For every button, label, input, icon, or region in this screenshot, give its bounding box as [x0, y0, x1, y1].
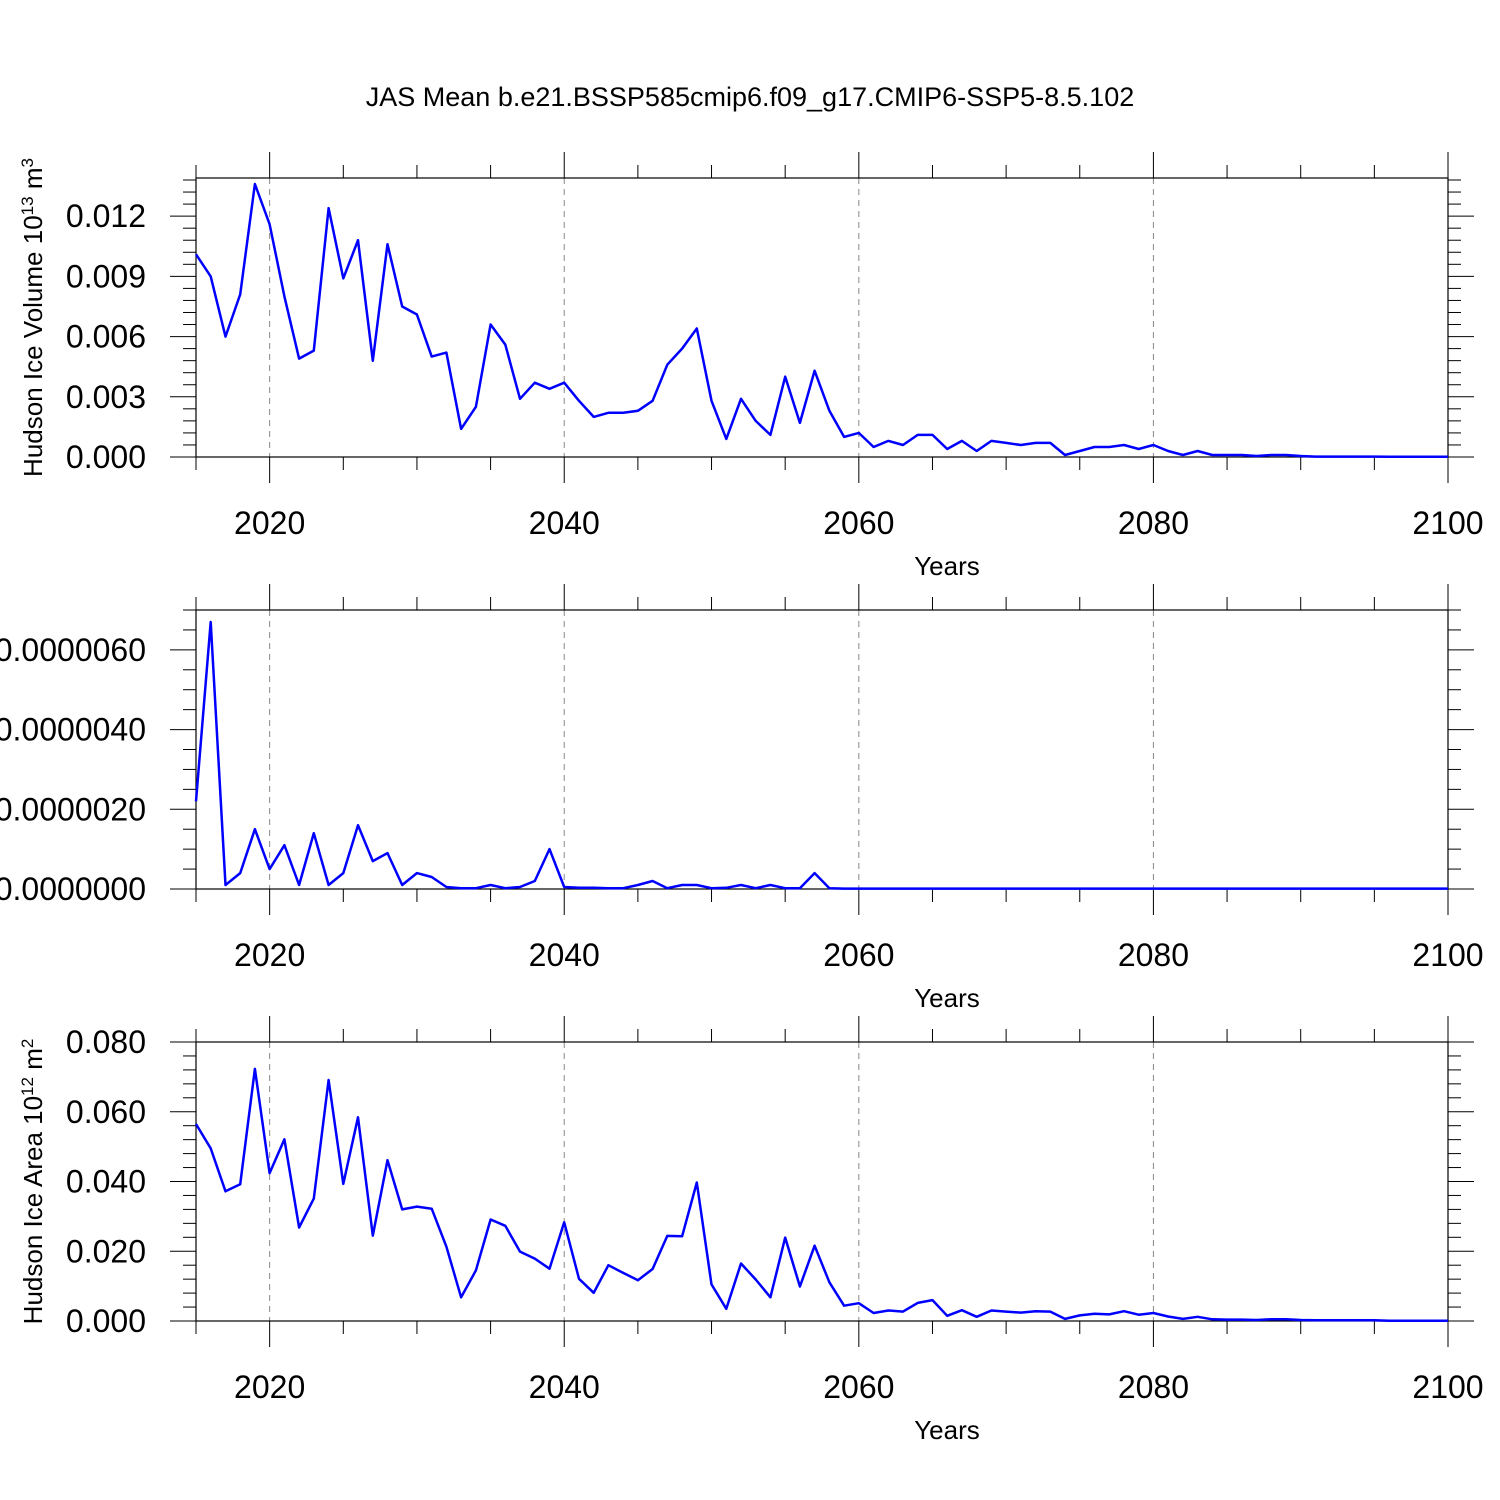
plot-frame	[195, 609, 1449, 890]
y-axis-label-unit: m	[18, 168, 48, 197]
chart-panel-2: 2020 2040 2060 2080 2100 Years 0.0000000 0.0000…	[0, 584, 1484, 1013]
y-tick-label: 0.006	[66, 319, 146, 355]
chart-panel-3: 2020 2040 2060 2080 2100 Years 0.000 0.020 0.040…	[18, 1016, 1484, 1445]
y-axis-label-text: Hudson Ice Volume 10	[18, 215, 48, 477]
y-tick-label: 0.080	[66, 1024, 146, 1060]
y-axis-label-exponent: 12	[18, 1077, 37, 1096]
y-tick-label: 0.0000040	[0, 712, 146, 748]
x-tick-label: 2080	[1118, 1369, 1189, 1405]
x-tick-label: 2060	[823, 1369, 894, 1405]
x-tick-label: 2080	[1118, 937, 1189, 973]
y-tick-label: 0.000	[66, 439, 146, 475]
y-tick-label: 0.020	[66, 1233, 146, 1269]
x-tick-label: 2020	[234, 937, 305, 973]
y-tick-label: 0.009	[66, 258, 146, 294]
plot-frame	[195, 177, 1449, 458]
y-tick-label: 0.0000020	[0, 791, 146, 827]
x-tick-label: 2020	[234, 505, 305, 541]
x-tick-label: 2100	[1412, 1369, 1483, 1405]
x-tick-label: 2040	[529, 1369, 600, 1405]
y-axis-label-unit: m	[18, 1048, 48, 1077]
y-axis-label-exponent: 13	[18, 196, 37, 215]
x-tick-label: 2100	[1412, 937, 1483, 973]
y-axis-label-unit-exponent: 3	[18, 158, 37, 167]
y-tick-label: 0.003	[66, 379, 146, 415]
series-line	[194, 620, 1448, 890]
y-tick-label: 0.012	[66, 198, 146, 234]
y-tick-label: 0.060	[66, 1094, 146, 1130]
y-axis-label-text: Hudson Ice Area 10	[18, 1096, 48, 1324]
y-axis-label: Hudson Ice Area 1012 m2	[18, 1039, 49, 1325]
figure-title: JAS Mean b.e21.BSSP585cmip6.f09_g17.CMIP…	[366, 82, 1134, 112]
y-axis-label-unit-exponent: 2	[18, 1039, 37, 1048]
x-tick-label: 2060	[823, 505, 894, 541]
y-tick-label: 0.040	[66, 1164, 146, 1200]
panels: 2020 2040 2060 2080 2100 Years 0.000 0.003 0.006…	[0, 152, 1484, 1445]
y-tick-label: 0.000	[66, 1303, 146, 1339]
y-tick-label: 0.0000000	[0, 871, 146, 907]
x-tick-label: 2100	[1412, 505, 1483, 541]
x-axis-label: Years	[914, 983, 980, 1013]
y-tick-label: 0.0000060	[0, 632, 146, 668]
x-tick-label: 2080	[1118, 505, 1189, 541]
y-axis-label: Hudson Ice Volume 1013 m3	[18, 158, 49, 477]
x-tick-label: 2040	[529, 937, 600, 973]
x-axis-label: Years	[914, 1415, 980, 1445]
x-axis-label: Years	[914, 551, 980, 581]
x-tick-label: 2020	[234, 1369, 305, 1405]
series-line	[194, 1067, 1448, 1322]
series-line	[194, 182, 1448, 459]
chart-panel-1: 2020 2040 2060 2080 2100 Years 0.000 0.003 0.006…	[18, 152, 1484, 581]
x-tick-label: 2040	[529, 505, 600, 541]
x-tick-label: 2060	[823, 937, 894, 973]
